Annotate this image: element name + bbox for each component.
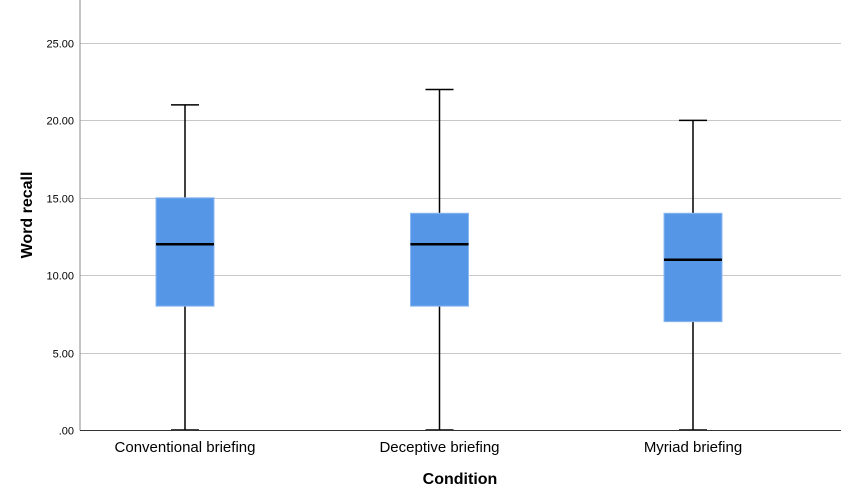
x-category-label: Deceptive briefing [379, 439, 499, 456]
y-axis-ticks: .00 5.00 10.00 15.00 20.00 25.00 [46, 39, 74, 438]
box-conventional-briefing [155, 104, 215, 431]
x-category-label: Myriad briefing [644, 439, 742, 456]
x-axis-title: Condition [423, 471, 498, 488]
y-tick-label: 15.00 [46, 194, 74, 206]
iqr-box [663, 212, 723, 323]
iqr-box [410, 212, 469, 307]
y-tick-label: 5.00 [53, 349, 74, 361]
y-tick-label: 10.00 [46, 271, 74, 283]
x-axis-category-labels: Conventional briefing Deceptive briefing M… [115, 439, 743, 456]
y-tick-label: 20.00 [46, 116, 74, 128]
box-deceptive-briefing [410, 88, 469, 431]
box-myriad-briefing [663, 119, 723, 431]
y-tick-label: 25.00 [46, 39, 74, 51]
y-axis-title: Word recall [19, 172, 36, 259]
y-tick-label: .00 [59, 426, 74, 438]
boxes [155, 88, 723, 431]
x-category-label: Conventional briefing [115, 439, 256, 456]
iqr-box [155, 197, 215, 307]
